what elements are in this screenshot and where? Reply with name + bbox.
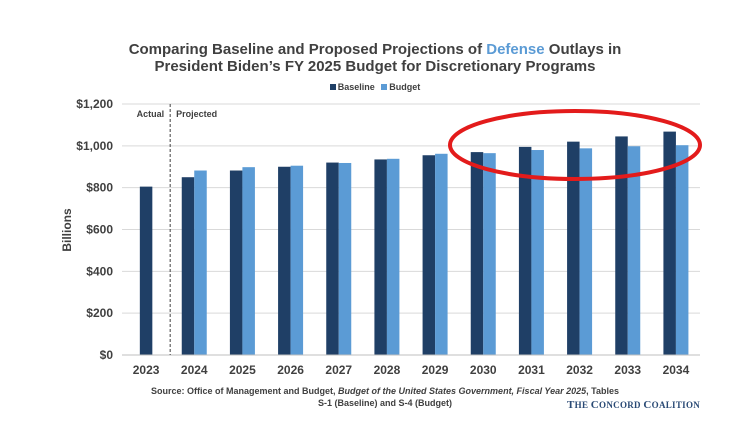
source-prefix: Source: Office of Management and Budget, bbox=[151, 386, 339, 396]
x-tick-label: 2026 bbox=[277, 363, 304, 377]
source-title: Budget of the United States Government, … bbox=[338, 386, 587, 396]
bar-baseline bbox=[139, 186, 153, 355]
actual-label: Actual bbox=[137, 109, 165, 119]
y-tick-label: $1,200 bbox=[76, 97, 113, 111]
bar-baseline bbox=[374, 159, 387, 355]
x-tick-label: 2031 bbox=[518, 363, 545, 377]
x-tick-label: 2034 bbox=[663, 363, 690, 377]
bar-baseline bbox=[181, 177, 195, 355]
y-tick-label: $400 bbox=[86, 264, 113, 278]
bar-budget bbox=[483, 153, 496, 355]
bar-baseline bbox=[326, 162, 339, 355]
x-tick-label: 2033 bbox=[614, 363, 641, 377]
y-tick-label: $800 bbox=[86, 181, 113, 195]
chart-legend: Baseline Budget bbox=[0, 82, 750, 92]
title-highlight-defense: Defense bbox=[486, 41, 545, 58]
legend-swatch-baseline bbox=[329, 84, 336, 90]
title-line-1-start: Comparing Baseline and Proposed Projecti… bbox=[128, 41, 487, 58]
x-tick-label: 2029 bbox=[422, 363, 449, 377]
y-tick-label: $1,000 bbox=[76, 139, 113, 153]
bar-budget bbox=[338, 162, 352, 355]
legend-label-baseline: Baseline bbox=[337, 82, 375, 92]
title-line-1: Comparing Baseline and Proposed Projecti… bbox=[0, 41, 750, 58]
source-suffix: , Tables S-1 (Baseline) and S-4 (Budget) bbox=[317, 386, 619, 408]
chart-title: Comparing Baseline and Proposed Projecti… bbox=[0, 41, 750, 75]
bar-budget bbox=[435, 153, 448, 355]
x-tick-label: 2025 bbox=[229, 363, 256, 377]
legend-item-baseline: Baseline bbox=[329, 82, 375, 92]
y-tick-label: $0 bbox=[100, 348, 114, 362]
legend-label-budget: Budget bbox=[389, 82, 421, 92]
highlight-ellipse bbox=[448, 109, 702, 181]
x-tick-label: 2028 bbox=[374, 363, 401, 377]
bar-budget bbox=[531, 150, 544, 355]
bar-baseline bbox=[470, 152, 484, 355]
x-tick-label: 2024 bbox=[181, 363, 208, 377]
source-note: Source: Office of Management and Budget,… bbox=[150, 385, 620, 409]
bar-budget bbox=[242, 167, 255, 355]
bar-budget bbox=[579, 148, 593, 355]
x-tick-label: 2027 bbox=[325, 363, 352, 377]
y-tick-label: $600 bbox=[86, 223, 113, 237]
x-tick-label: 2032 bbox=[566, 363, 593, 377]
bar-baseline bbox=[518, 146, 532, 355]
title-line-1-end: Outlays in bbox=[544, 41, 622, 58]
bar-baseline bbox=[278, 166, 291, 355]
legend-item-budget: Budget bbox=[381, 82, 420, 92]
x-tick-label: 2030 bbox=[470, 363, 497, 377]
bar-budget bbox=[290, 165, 304, 355]
y-axis-label: Billions bbox=[60, 208, 74, 252]
bar-budget bbox=[194, 170, 207, 355]
bar-baseline bbox=[663, 131, 676, 355]
projected-label: Projected bbox=[176, 109, 217, 119]
y-tick-label: $200 bbox=[86, 306, 113, 320]
bar-baseline bbox=[615, 136, 628, 355]
bar-budget bbox=[675, 145, 689, 355]
bar-budget bbox=[627, 146, 641, 355]
bar-baseline bbox=[422, 155, 436, 355]
title-line-2: President Biden’s FY 2025 Budget for Dis… bbox=[154, 58, 596, 75]
bar-baseline bbox=[567, 141, 580, 355]
legend-swatch-budget bbox=[381, 84, 388, 90]
x-tick-label: 2023 bbox=[133, 363, 160, 377]
bar-budget bbox=[386, 158, 400, 355]
bar-baseline bbox=[229, 170, 243, 355]
concord-coalition-logo: THE CONCORD COALITION bbox=[567, 399, 701, 411]
